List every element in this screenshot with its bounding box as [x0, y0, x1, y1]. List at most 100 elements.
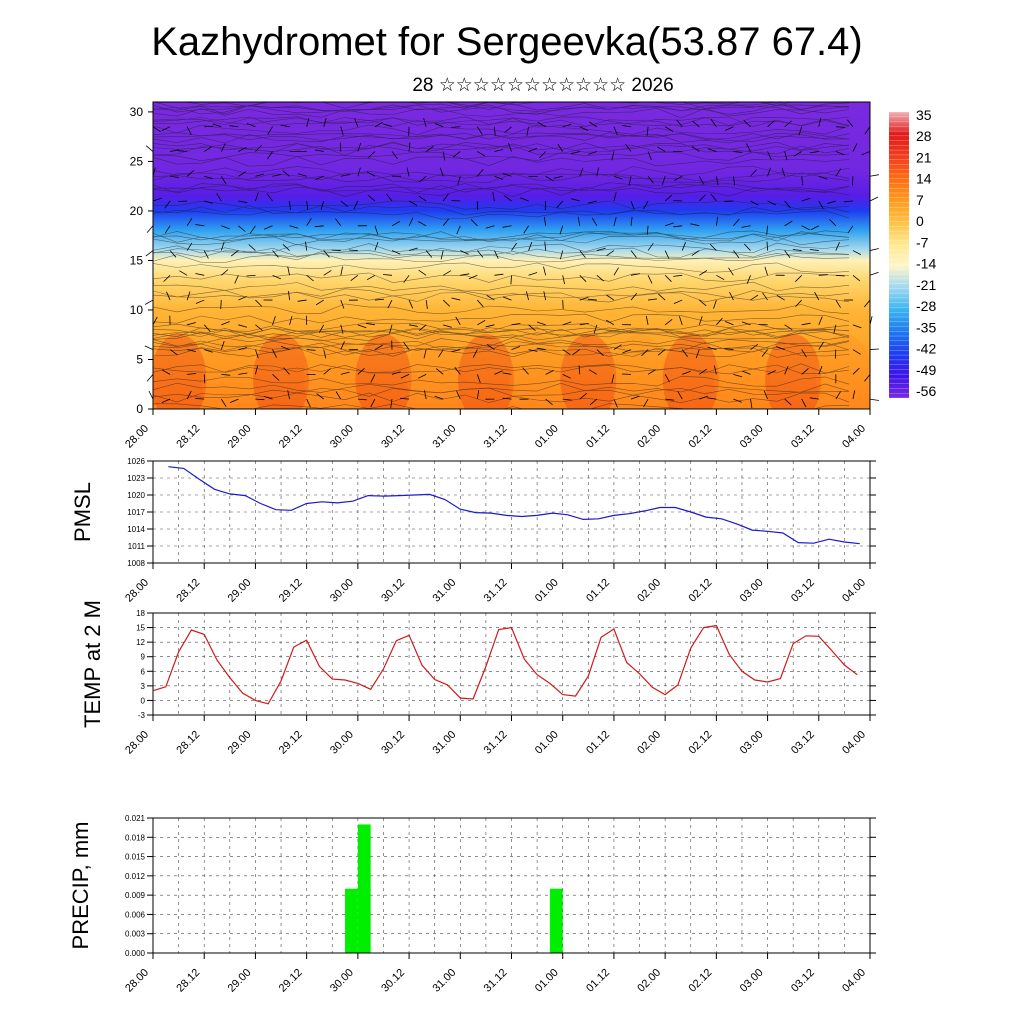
wind-barb [238, 296, 247, 301]
wind-barb [587, 298, 597, 301]
precip-ytick-label: 0.006 [125, 910, 146, 919]
temp-series-line [152, 624, 858, 705]
wind-barb [406, 167, 410, 177]
wind-streamline [153, 102, 850, 108]
wind-barb [391, 371, 401, 375]
wind-barb [543, 216, 547, 226]
wind-barb [452, 151, 461, 158]
wind-barb [784, 200, 791, 209]
wind-barb [288, 291, 290, 301]
wind-barb [647, 242, 654, 251]
wind-streamline [153, 346, 850, 358]
wind-barb [340, 174, 350, 177]
wind-barb [869, 248, 879, 251]
wind-barb [647, 369, 656, 375]
wind-barb [557, 143, 564, 152]
wind-barb [852, 176, 854, 186]
wind-barb [318, 324, 325, 333]
wind-barb [289, 225, 299, 229]
wind-streamline [153, 337, 850, 347]
wind-barb [647, 275, 653, 284]
wind-barb [348, 249, 358, 251]
wind-barb [494, 370, 503, 375]
wind-barb [249, 225, 256, 234]
colorbar-label: 35 [916, 107, 932, 123]
wind-barb [699, 194, 706, 202]
wind-barb [562, 349, 571, 355]
wind-streamline [153, 242, 850, 254]
wind-barb [809, 151, 819, 154]
precip-ytick-label: 0.009 [125, 891, 146, 900]
temp-xtick-label: 29.00 [226, 729, 254, 757]
wind-barb [698, 176, 704, 185]
wind-barb [357, 398, 367, 401]
wind-barb [725, 126, 734, 131]
wind-barb [733, 176, 735, 186]
wind-barb [187, 322, 196, 326]
wind-barb [255, 144, 262, 152]
wind-barb [306, 117, 310, 127]
wind-barb [681, 349, 689, 357]
wind-barb [456, 390, 461, 400]
precip-bar [357, 824, 371, 953]
wind-barb [408, 142, 411, 152]
wind-barb [400, 397, 410, 400]
wind-barb [750, 294, 759, 301]
wind-barb [818, 365, 823, 375]
pmsl-series-line [168, 466, 860, 545]
wind-barb [170, 175, 180, 178]
wind-barb [767, 120, 775, 128]
wind-barb [246, 274, 256, 277]
wind-barb [645, 315, 649, 325]
heatmap-xtick-label: 29.00 [226, 423, 254, 451]
heatmap-patch [816, 334, 870, 409]
wind-barb [746, 143, 751, 152]
wind-barb [733, 218, 740, 227]
wind-barb [810, 225, 819, 231]
colorbar-label: 0 [916, 213, 924, 229]
wind-barb [528, 324, 536, 332]
pmsl-xtick-label: 04.00 [840, 577, 868, 605]
wind-barb [846, 119, 854, 128]
heatmap-xtick-label: 03.12 [789, 423, 817, 451]
heatmap-ytick-label: 20 [130, 204, 144, 218]
wind-barb [767, 200, 776, 206]
wind-barb [314, 149, 324, 152]
pmsl-panel: 1008 1011 1014 1017 1020 1023 1026 PMSL 28.00 28.… [70, 457, 876, 605]
wind-barb [186, 291, 191, 301]
wind-barb [272, 274, 281, 280]
wind-streamline [153, 272, 850, 284]
wind-barb [539, 151, 546, 159]
wind-barb [733, 373, 743, 378]
wind-streamline [153, 235, 850, 246]
wind-barb [272, 174, 282, 177]
wind-barb [613, 267, 619, 276]
wind-barb [677, 391, 683, 400]
wind-barb [383, 123, 393, 128]
wind-streamline [153, 363, 850, 374]
wind-barbs [144, 117, 880, 409]
heatmap-xtick-label: 31.00 [430, 423, 458, 451]
wind-barb [434, 123, 444, 128]
wind-barb [152, 316, 158, 326]
precip-ylabel: PRECIP, mm [68, 822, 93, 950]
wind-barb [502, 397, 512, 400]
wind-barb [357, 167, 361, 177]
wind-barb [733, 250, 740, 258]
wind-barb [673, 225, 683, 228]
wind-barb [439, 167, 444, 177]
wind-streamline [153, 116, 850, 127]
wind-barb [389, 324, 393, 334]
wind-barb [707, 148, 717, 152]
colorbar-label: 14 [916, 171, 932, 187]
wind-barb [335, 218, 342, 227]
wind-streamline [153, 328, 850, 339]
wind-barb [255, 324, 263, 331]
wind-barb [733, 151, 743, 153]
wind-barb [559, 225, 564, 235]
wind-barb [852, 324, 862, 329]
wind-barb [744, 243, 751, 251]
wind-barb [305, 241, 308, 251]
colorbar-label: -56 [916, 383, 936, 399]
wind-barb [674, 175, 683, 181]
